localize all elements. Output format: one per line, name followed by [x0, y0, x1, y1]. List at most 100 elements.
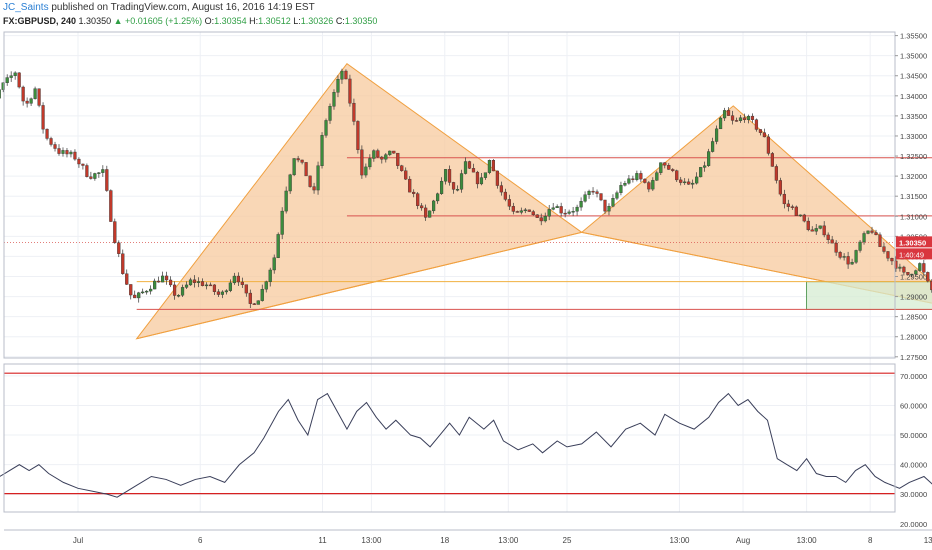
candle-body	[822, 225, 826, 236]
candle-body	[113, 221, 117, 243]
candle-body	[340, 70, 344, 80]
candle-body	[687, 181, 691, 185]
rsi-axis-label: 20.0000	[900, 520, 927, 529]
price-axis-label: 1.33000	[900, 132, 927, 141]
candle-body	[543, 216, 547, 222]
candle-body	[192, 279, 197, 283]
candle-body	[161, 275, 165, 283]
candle-body	[647, 182, 651, 190]
publisher-username[interactable]: JC_Saints	[3, 2, 49, 13]
candle-body	[392, 150, 396, 154]
candle-body	[459, 173, 464, 190]
candle-body	[675, 170, 679, 181]
candle-body	[320, 135, 324, 166]
candle-body	[567, 211, 571, 214]
candle-body	[882, 246, 886, 252]
candle-body	[663, 162, 667, 166]
candle-body	[607, 206, 611, 212]
price-change: ▲ +0.01605 (+1.25%)	[113, 16, 203, 26]
candle-body	[153, 280, 157, 290]
candle-body	[93, 173, 97, 179]
low-label: L:	[293, 16, 301, 26]
candle-body	[332, 92, 336, 107]
candle-body	[188, 279, 193, 286]
target-zone	[806, 281, 932, 310]
candle-body	[37, 88, 41, 106]
symbol-name: FX:GBPUSD, 240	[3, 16, 77, 26]
candle-body	[69, 151, 73, 155]
candle-body	[109, 190, 113, 222]
candle-body	[416, 193, 420, 206]
price-axis-label: 1.29500	[900, 272, 927, 281]
candle-body	[603, 199, 607, 212]
countdown-tag-label: 1:40:49	[899, 250, 924, 259]
candle-body	[643, 178, 647, 183]
candle-body	[73, 151, 77, 160]
candle-body	[810, 229, 814, 232]
time-axis-label: 13:00	[797, 536, 818, 545]
candle-body	[400, 165, 404, 171]
candle-body	[232, 275, 236, 284]
candle-body	[0, 89, 1, 99]
candle-body	[898, 266, 902, 269]
low-value: 1.30326	[300, 16, 334, 26]
candle-body	[105, 169, 109, 191]
candle-body	[591, 190, 595, 193]
candle-body	[388, 150, 392, 155]
candle-body	[451, 182, 456, 190]
candle-body	[336, 79, 340, 93]
candle-body	[762, 132, 767, 138]
candle-body	[631, 178, 635, 180]
candle-body	[396, 152, 400, 166]
candle-body	[559, 206, 563, 214]
candle-body	[21, 86, 25, 102]
candle-body	[906, 272, 910, 275]
candle-body	[730, 115, 735, 121]
price-axis-label: 1.29000	[900, 293, 927, 302]
candle-body	[439, 180, 444, 194]
time-axis-label: 13:00	[361, 536, 382, 545]
candle-body	[45, 128, 49, 139]
candle-body	[244, 284, 248, 294]
rsi-panel	[0, 372, 932, 498]
candle-body	[770, 153, 774, 167]
candle-body	[300, 159, 304, 163]
candle-body	[794, 206, 798, 216]
candle-body	[695, 176, 699, 184]
candle-body	[85, 165, 89, 177]
candle-body	[714, 128, 719, 142]
candle-body	[57, 148, 61, 154]
candle-body	[129, 284, 133, 296]
candle-body	[53, 144, 57, 149]
candle-body	[862, 233, 866, 243]
candle-body	[551, 207, 555, 210]
candle-body	[651, 180, 655, 190]
candle-body	[659, 162, 663, 173]
candle-body	[842, 256, 846, 258]
time-axis-label: 13:00	[669, 536, 690, 545]
candle-body	[874, 232, 878, 236]
candle-body	[778, 180, 782, 195]
candle-body	[790, 206, 794, 208]
candle-body	[180, 287, 185, 296]
candle-body	[157, 280, 161, 283]
candle-body	[587, 190, 591, 195]
time-axis-label: 6	[198, 536, 203, 545]
price-axis-label: 1.35000	[900, 52, 927, 61]
price-axis-label: 1.32500	[900, 152, 927, 161]
rsi-axis-label: 70.0000	[900, 372, 927, 381]
candle-body	[424, 207, 428, 218]
candle-body	[412, 191, 416, 194]
price-axis-label: 1.35500	[900, 32, 927, 41]
candle-body	[89, 176, 93, 179]
candle-body	[826, 234, 830, 240]
rsi-pane-border	[3, 363, 896, 513]
candle-body	[137, 292, 141, 299]
candle-body	[1, 82, 5, 90]
candle-body	[918, 263, 922, 271]
candle-body	[806, 220, 810, 231]
candle-body	[691, 182, 695, 185]
target-zone-rect	[806, 281, 932, 310]
last-price-tag	[896, 236, 932, 248]
